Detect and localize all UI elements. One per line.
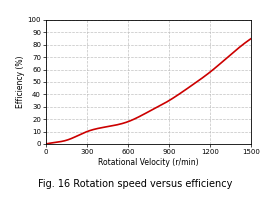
Text: Fig. 16 Rotation speed versus efficiency: Fig. 16 Rotation speed versus efficiency bbox=[38, 179, 232, 189]
Y-axis label: Efficiency (%): Efficiency (%) bbox=[16, 56, 25, 108]
X-axis label: Rotational Velocity (r/min): Rotational Velocity (r/min) bbox=[98, 158, 199, 167]
